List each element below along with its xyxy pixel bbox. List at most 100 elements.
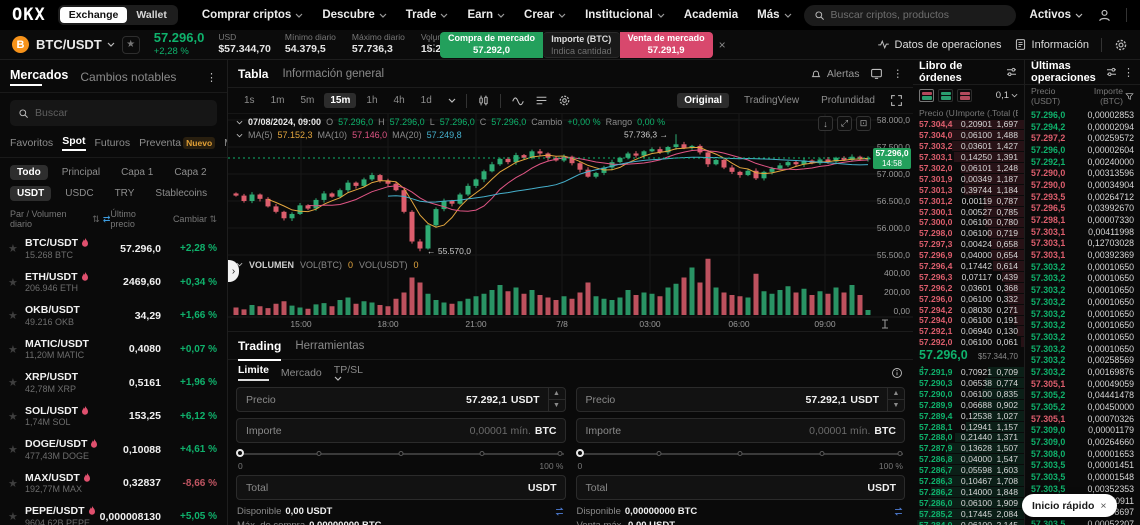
favorite-star-icon[interactable]: ★ [8, 477, 18, 490]
buy-total-field[interactable]: Total USDT [236, 475, 566, 500]
bid-row[interactable]: 57.289,4 0,12538 1,027 [913, 410, 1024, 421]
expand-sidebar-handle[interactable]: › [228, 260, 239, 282]
quickstart-pill[interactable]: Inicio rápido × [1022, 494, 1117, 517]
column-pair[interactable]: Par / Volumen diario ⇅ ⇄ [10, 209, 111, 229]
favorite-pair-button[interactable]: ★ [121, 35, 140, 54]
quote-criptos[interactable]: Criptos [221, 186, 227, 201]
sell-amount-field[interactable]: Importe 0,00001 mín. BTC [575, 418, 905, 443]
filter-sliders-icon[interactable] [1105, 66, 1118, 78]
ask-row[interactable]: 57.292,1 0,06940 0,130 [913, 326, 1024, 337]
ask-row[interactable]: 57.301,9 0,00349 1,187 [913, 173, 1024, 184]
pair-row-okb-usdt[interactable]: ★ OKB/USDT 49.216 OKB 34,29 +1,66 % [8, 304, 217, 327]
favorite-star-icon[interactable]: ★ [8, 243, 18, 256]
ask-row[interactable]: 57.296,3 0,07117 0,439 [913, 271, 1024, 282]
trade-row[interactable]: 57.303,5 0,00001548 [1031, 472, 1134, 483]
trade-row[interactable]: 57.308,0 0,00001653 [1031, 448, 1134, 459]
favorite-star-icon[interactable]: ★ [8, 444, 18, 457]
order-type-limite[interactable]: Limite [238, 364, 269, 381]
ask-row[interactable]: 57.296,0 0,06100 0,332 [913, 293, 1024, 304]
collapse-chart-icon[interactable]: ⤢ [837, 116, 852, 131]
trade-row[interactable]: 57.298,1 0,00007330 [1031, 215, 1134, 226]
trading-data-link[interactable]: Datos de operaciones [877, 38, 1002, 51]
trade-row[interactable]: 57.303,2 0,00258569 [1031, 355, 1134, 366]
timeframe-1d[interactable]: 1d [420, 95, 432, 106]
trade-row[interactable]: 57.303,1 0,00411998 [1031, 226, 1134, 237]
candle-style-icon[interactable] [477, 94, 490, 107]
bid-row[interactable]: 57.286,8 0,04000 1,547 [913, 454, 1024, 465]
bid-row[interactable]: 57.288,0 0,21440 1,371 [913, 432, 1024, 443]
timeframe-1s[interactable]: 1s [244, 95, 255, 106]
nav-item-comprar-criptos[interactable]: Comprar criptos [202, 9, 303, 21]
market-search-input[interactable]: Buscar [10, 100, 217, 126]
pair-row-matic-usdt[interactable]: ★ MATIC/USDT 11,20M MATIC 0,4080 +0,07 % [8, 337, 217, 361]
panel-menu-icon[interactable]: ⋮ [892, 67, 904, 80]
market-tab-preventa[interactable]: Preventa Nuevo [139, 137, 216, 149]
trade-row[interactable]: 57.305,1 0,00070326 [1031, 413, 1134, 424]
trade-row[interactable]: 57.290,0 0,00034904 [1031, 179, 1134, 190]
scroll-to-latest-icon[interactable]: ↓ [818, 116, 833, 131]
pair-selector[interactable]: BTC/USDT [36, 37, 115, 52]
market-tab-margen[interactable]: Margen [224, 137, 227, 149]
profile-icon[interactable] [1097, 8, 1112, 23]
category-capa-2[interactable]: Capa 2 [174, 167, 207, 178]
bid-row[interactable]: 57.286,0 0,06100 1,909 [913, 497, 1024, 508]
quick-amount-input[interactable]: Importe (BTC) Indica cantidad [543, 32, 620, 58]
bid-row[interactable]: 57.289,9 0,06688 0,902 [913, 399, 1024, 410]
trade-row[interactable]: 57.305,1 0,00049059 [1031, 378, 1134, 389]
bid-row[interactable]: 57.290,3 0,06538 0,774 [913, 378, 1024, 389]
collapse-icon[interactable] [236, 120, 243, 125]
toggle-exchange[interactable]: Exchange [59, 7, 128, 23]
column-last-price[interactable]: Último precio [110, 209, 136, 229]
trade-row[interactable]: 57.303,2 0,00010650 [1031, 261, 1134, 272]
nav-item-crear[interactable]: Crear [524, 9, 566, 21]
pair-row-pepe-usdt[interactable]: ★ PEPE/USDT 9604,62B PEPE 0,000008130 +5,… [8, 505, 217, 525]
tab-trading[interactable]: Trading [238, 338, 282, 361]
tab-mercados[interactable]: Mercados [10, 68, 68, 86]
favorite-star-icon[interactable]: ★ [8, 410, 18, 423]
nav-item-trade[interactable]: Trade [406, 9, 449, 21]
trade-row[interactable]: 57.296,5 0,03992670 [1031, 203, 1134, 214]
timeframe-5m[interactable]: 5m [300, 95, 315, 106]
mid-price[interactable]: 57.296,0 ↑ $57.344,70 [919, 347, 1018, 376]
info-icon[interactable] [891, 367, 903, 379]
expand-chart-icon[interactable] [890, 94, 903, 107]
ask-row[interactable]: 57.300,0 0,06100 0,780 [913, 217, 1024, 228]
timeframe-dropdown-icon[interactable] [448, 98, 456, 103]
close-icon[interactable]: × [1100, 499, 1107, 512]
information-link[interactable]: Información [1014, 38, 1089, 51]
ask-row[interactable]: 57.294,2 0,08030 0,271 [913, 304, 1024, 315]
indicators-icon[interactable] [511, 94, 525, 107]
trade-row[interactable]: 57.290,0 0,00313596 [1031, 168, 1134, 179]
buy-percent-slider[interactable] [236, 449, 564, 459]
funnel-filter-icon[interactable] [1125, 92, 1134, 101]
toggle-wallet[interactable]: Wallet [136, 9, 167, 21]
trade-row[interactable]: 57.303,1 0,00392369 [1031, 250, 1134, 261]
market-tab-spot[interactable]: Spot [62, 135, 86, 151]
bid-row[interactable]: 57.287,9 0,13628 1,507 [913, 443, 1024, 454]
trade-row[interactable]: 57.292,1 0,00240000 [1031, 156, 1134, 167]
quote-usdc[interactable]: USDC [65, 188, 94, 199]
pair-row-max-usdt[interactable]: ★ MAX/USDT 192,77M MAX 0,32837 -8,66 % [8, 471, 217, 495]
timeframe-1m[interactable]: 1m [270, 95, 285, 106]
trade-row[interactable]: 57.303,2 0,00010650 [1031, 331, 1134, 342]
order-type-tp-sl[interactable]: TP/SL [334, 364, 363, 381]
view-mode-tradingview[interactable]: TradingView [744, 95, 800, 106]
close-widget-icon[interactable]: × [718, 38, 726, 52]
trade-row[interactable]: 57.303,2 0,00010650 [1031, 308, 1134, 319]
transfer-icon[interactable] [554, 506, 565, 517]
precision-selector[interactable]: 0,1 [996, 90, 1018, 101]
ask-row[interactable]: 57.294,0 0,06100 0,191 [913, 315, 1024, 326]
market-sell-button[interactable]: Venta de mercado 57.291,9 [619, 32, 713, 58]
buy-price-stepper[interactable]: ▲ ▼ [547, 388, 565, 411]
trade-row[interactable]: 57.303,5 0,00352353 [1031, 483, 1134, 494]
more-menu-icon[interactable]: ⋮ [206, 71, 217, 84]
tab-herramientas[interactable]: Herramientas [295, 339, 365, 352]
collapse-icon[interactable] [236, 262, 243, 267]
favorite-star-icon[interactable]: ★ [8, 377, 18, 390]
column-change[interactable]: Cambiar ⇅ [172, 213, 218, 224]
sell-price-field[interactable]: Precio 57.292,1 USDT ▲ ▼ [575, 387, 905, 412]
book-view-asks-icon[interactable] [957, 89, 972, 102]
bid-row[interactable]: 57.286,2 0,14000 1,848 [913, 487, 1024, 498]
bid-row[interactable]: 57.291,9 0,70921 0,709 [913, 367, 1024, 378]
trade-row[interactable]: 57.296,0 0,00002853 [1031, 109, 1134, 120]
